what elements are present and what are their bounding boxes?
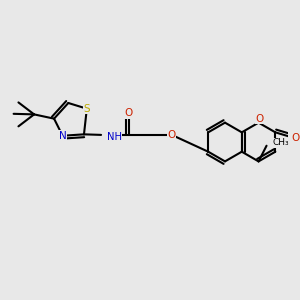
Text: S: S bbox=[83, 104, 90, 114]
Text: NH: NH bbox=[107, 132, 122, 142]
Text: O: O bbox=[291, 133, 299, 143]
Text: O: O bbox=[125, 108, 133, 118]
Text: O: O bbox=[256, 114, 264, 124]
Text: O: O bbox=[168, 130, 176, 140]
Text: N: N bbox=[59, 131, 67, 141]
Text: CH₃: CH₃ bbox=[273, 138, 290, 147]
